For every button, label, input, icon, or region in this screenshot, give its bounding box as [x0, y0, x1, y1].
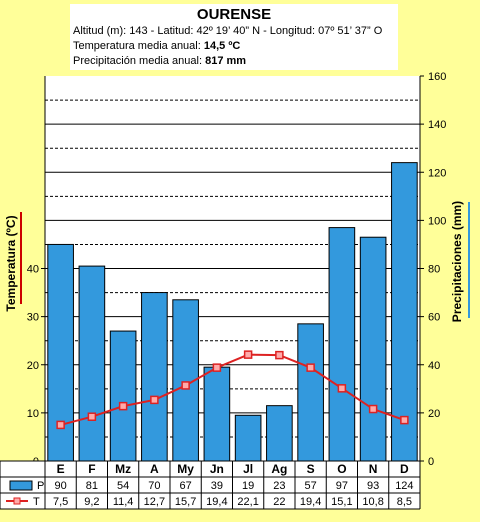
temperature-point-A: [150, 395, 159, 405]
precipitation-value-E: 90: [55, 480, 67, 492]
legend-label-precipitation: P: [37, 480, 44, 492]
precipitation-value-S: 57: [305, 480, 317, 492]
left-tick-label: 30: [27, 312, 39, 324]
month-label-O: O: [337, 462, 346, 476]
right-tick-label: 40: [428, 360, 440, 372]
temperature-value-Mz: 11,4: [113, 496, 134, 508]
temperature-value-Jl: 22,1: [237, 496, 258, 508]
legend-key-precipitation: [9, 480, 33, 491]
precipitation-value-F: 81: [86, 480, 98, 492]
right-tick-label: 140: [428, 119, 446, 131]
location-info: Altitud (m): 143 - Latitud: 42º 19’ 40” …: [73, 25, 383, 37]
right-tick-label: 0: [428, 456, 434, 468]
temperature-point-Jl: [243, 350, 253, 359]
tick-labels: 010203040020406080100120140160: [27, 71, 447, 468]
left-tick-label: 10: [27, 408, 39, 420]
month-label-E: E: [57, 462, 65, 476]
precipitation-bar-Mz: [109, 330, 137, 462]
temperature-value-E: 7,5: [53, 496, 68, 508]
temperature-point-Jn: [212, 363, 222, 372]
month-label-Jl: Jl: [243, 462, 253, 476]
legend-label-temperature: T: [33, 496, 40, 508]
annual-precipitation-label: Precipitación media anual:: [73, 55, 203, 67]
right-tick-label: 100: [428, 215, 446, 227]
temperature-point-S: [306, 363, 315, 372]
left-tick-label: 20: [27, 360, 39, 372]
precipitation-value-N: 93: [367, 480, 379, 492]
data-table: E 90 7,5 F 81 9,2 Mz 54 11,4 A 70 12,7 My 67 15,7 Jn 39 1…: [0, 460, 421, 510]
right-tick-label: 80: [428, 264, 440, 276]
month-label-S: S: [307, 462, 315, 476]
grid-lines: [45, 99, 420, 438]
precipitation-value-My: 67: [180, 480, 192, 492]
table-background: [0, 461, 420, 509]
precipitation-bars: [47, 162, 418, 462]
precipitation-value-A: 70: [148, 480, 160, 492]
precipitation-bar-F: [78, 265, 106, 462]
temperature-line: [56, 350, 409, 430]
month-label-D: D: [400, 462, 409, 476]
precipitation-value-Jl: 19: [242, 480, 254, 492]
temperature-point-Ag: [275, 350, 284, 360]
temperature-value-O: 15,1: [331, 496, 352, 508]
annual-precipitation: Precipitación media anual: 817 mm: [70, 54, 398, 69]
temperature-point-E: [56, 420, 65, 430]
month-label-A: A: [150, 462, 159, 476]
temperature-value-My: 15,7: [175, 496, 196, 508]
station-header: OURENSE Altitud (m): 143 - Latitud: 42º …: [70, 4, 398, 70]
temperature-value-N: 10,8: [362, 496, 383, 508]
precipitation-value-D: 124: [395, 480, 413, 492]
annual-temperature: Temperatura media anual: 14,5 ºC: [70, 39, 398, 54]
annual-temperature-label: Temperatura media anual:: [73, 40, 201, 52]
right-axis-label: Precipitaciones (mm): [450, 201, 464, 322]
temperature-point-My: [181, 381, 190, 390]
temperature-point-D: [400, 415, 409, 425]
temperature-point-F: [87, 412, 97, 421]
precipitation-bar-S: [297, 323, 324, 462]
annual-temperature-value: 14,5 ºC: [203, 40, 241, 52]
temperature-point-N: [368, 404, 378, 414]
right-tick-label: 20: [428, 408, 440, 420]
precipitation-value-Mz: 54: [117, 480, 129, 492]
month-label-Jn: Jn: [210, 462, 224, 476]
temperature-value-F: 9,2: [84, 496, 99, 508]
temperature-point-Mz: [118, 401, 128, 411]
month-label-F: F: [88, 462, 95, 476]
right-tick-label: 120: [428, 167, 446, 179]
legend-key-temperature-marker: [13, 497, 21, 505]
temperature-value-A: 12,7: [144, 496, 165, 508]
right-tick-label: 160: [428, 71, 446, 83]
month-label-Ag: Ag: [271, 462, 287, 476]
precipitation-value-O: 97: [336, 480, 348, 492]
precipitation-value-Jn: 39: [211, 480, 223, 492]
precipitation-value-Ag: 23: [273, 480, 285, 492]
left-tick-label: 40: [27, 264, 39, 276]
precipitation-bar-D: [391, 162, 418, 462]
precipitation-bar-Jn: [203, 366, 231, 462]
precipitation-bar-O: [328, 227, 356, 462]
month-label-My: My: [177, 462, 194, 476]
left-axis-label: Temperatura (ºC): [4, 215, 18, 311]
temperature-point-O: [337, 384, 347, 393]
station-name: OURENSE: [196, 6, 272, 23]
annual-precipitation-value: 817 mm: [205, 55, 247, 67]
precipitation-bar-N: [359, 236, 387, 462]
temperature-polyline: [60, 353, 405, 426]
precipitation-bar-Jl: [234, 414, 262, 462]
precipitation-bar-Ag: [266, 405, 293, 462]
precipitation-bar-A: [141, 292, 168, 462]
temperature-value-Ag: 22: [273, 496, 285, 508]
temperature-value-Jn: 19,4: [206, 496, 227, 508]
month-label-N: N: [369, 462, 378, 476]
temperature-value-S: 19,4: [300, 496, 321, 508]
temperature-value-D: 8,5: [397, 496, 412, 508]
month-label-Mz: Mz: [115, 462, 131, 476]
right-tick-label: 60: [428, 312, 440, 324]
